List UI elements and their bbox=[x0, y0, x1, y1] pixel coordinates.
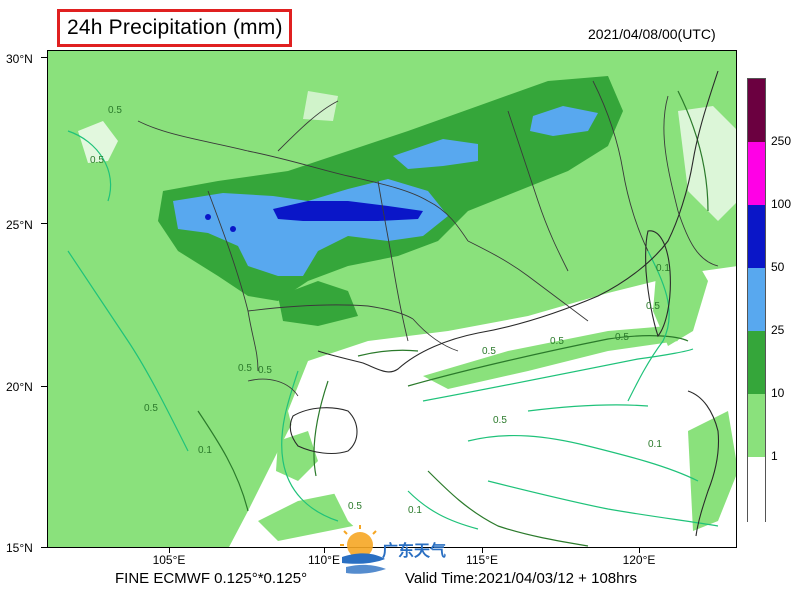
contour-label: 0.5 bbox=[108, 105, 122, 116]
contour-label: 0.5 bbox=[493, 415, 507, 426]
contour-label: 0.5 bbox=[258, 365, 272, 376]
map-svg: 0.5 0.5 0.5 0.5 0.5 0.5 0.1 0.5 0.5 0.5 … bbox=[48, 51, 736, 547]
lon-tick bbox=[482, 548, 483, 553]
colorbar-label-1: 1 bbox=[771, 449, 778, 463]
colorbar-seg-100-250 bbox=[748, 142, 765, 205]
precip-light-blue bbox=[173, 106, 598, 276]
map-title: 24h Precipitation (mm) bbox=[67, 16, 283, 39]
contour-label: 0.5 bbox=[482, 346, 496, 357]
contour-label: 0.5 bbox=[550, 336, 564, 347]
contour-label: 0.5 bbox=[615, 332, 629, 343]
admin-borders bbox=[137, 80, 719, 397]
logo-text: 广东天气 bbox=[382, 541, 447, 560]
colorbar-seg-1-10 bbox=[748, 394, 765, 457]
precipitation-map[interactable]: 0.5 0.5 0.5 0.5 0.5 0.5 0.1 0.5 0.5 0.5 … bbox=[47, 50, 737, 548]
colorbar-seg-250plus bbox=[748, 79, 765, 142]
lon-label-105e: 105°E bbox=[152, 553, 186, 567]
contour-label: 0.1 bbox=[656, 263, 670, 274]
contour-labels: 0.5 0.5 0.5 0.5 0.5 0.5 0.1 0.5 0.5 0.5 … bbox=[90, 105, 670, 516]
lon-tick bbox=[169, 548, 170, 553]
contour-label: 0.5 bbox=[238, 363, 252, 374]
colorbar-label-100: 100 bbox=[771, 197, 792, 211]
contour-lines bbox=[67, 90, 719, 547]
precip-dark-blue bbox=[205, 201, 423, 232]
title-highlight-box bbox=[57, 9, 292, 47]
colorbar-seg-10-25 bbox=[748, 331, 765, 394]
lat-tick bbox=[41, 57, 47, 58]
lon-label-115e: 115°E bbox=[466, 553, 498, 567]
lat-tick bbox=[41, 223, 47, 224]
guangdong-weather-logo bbox=[340, 525, 386, 574]
colorbar-seg-50-100 bbox=[748, 205, 765, 268]
contour-label: 0.1 bbox=[648, 439, 662, 450]
scattered-light-green bbox=[276, 246, 736, 531]
init-time: 2021/04/08/00(UTC) bbox=[588, 26, 716, 42]
lon-label-110e: 110°E bbox=[308, 553, 340, 567]
colorbar-seg-25-50 bbox=[748, 268, 765, 331]
lat-label-15n: 15°N bbox=[6, 541, 33, 555]
lat-label-25n: 25°N bbox=[6, 218, 33, 232]
contour-label: 0.1 bbox=[408, 505, 422, 516]
colorbar bbox=[747, 78, 766, 523]
lat-label-20n: 20°N bbox=[6, 380, 33, 394]
model-label: FINE ECMWF 0.125°*0.125° bbox=[115, 570, 308, 587]
lat-label-30n: 30°N bbox=[6, 52, 33, 66]
lon-tick bbox=[639, 548, 640, 553]
contour-label: 0.1 bbox=[198, 445, 212, 456]
lon-label-120e: 120°E bbox=[622, 553, 656, 567]
contour-label: 0.5 bbox=[646, 301, 660, 312]
valid-time-label: Valid Time:2021/04/03/12 + 108hrs bbox=[405, 570, 637, 587]
lat-tick bbox=[41, 386, 47, 387]
coastline bbox=[289, 70, 720, 537]
contour-label: 0.5 bbox=[90, 155, 104, 166]
colorbar-seg-0-1 bbox=[748, 457, 765, 523]
lat-tick bbox=[41, 547, 47, 548]
colorbar-label-250: 250 bbox=[771, 134, 792, 148]
lon-tick bbox=[324, 548, 325, 553]
colorbar-label-25: 25 bbox=[771, 323, 785, 337]
contour-label: 0.5 bbox=[144, 403, 158, 414]
contour-label: 0.5 bbox=[348, 501, 362, 512]
colorbar-label-10: 10 bbox=[771, 386, 785, 400]
colorbar-label-50: 50 bbox=[771, 260, 785, 274]
